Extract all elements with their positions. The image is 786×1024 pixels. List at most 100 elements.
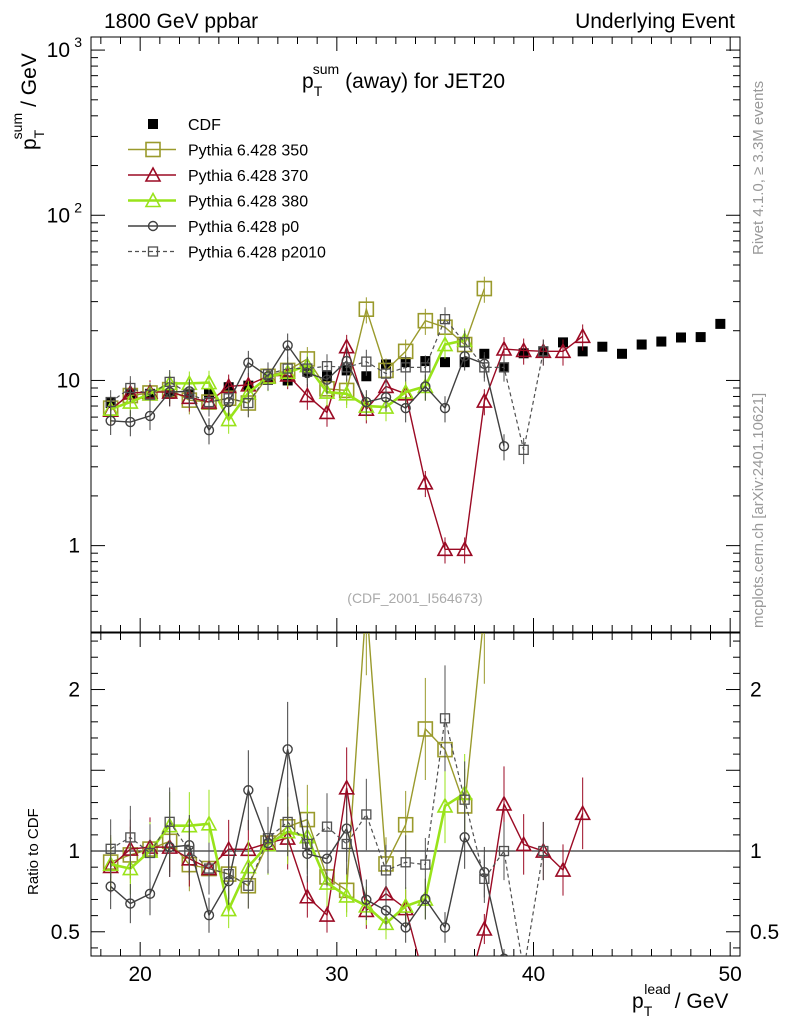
- p380-point: [121, 393, 139, 409]
- p2010-ratio-point: [321, 821, 333, 832]
- p370-ratio-point: [515, 835, 533, 852]
- p2010-point: [459, 337, 470, 348]
- p0-ratio-point: [282, 744, 293, 755]
- ratio-tick-label: 0.5: [51, 921, 80, 944]
- cdf-point: [636, 339, 647, 350]
- p0-point: [282, 340, 293, 351]
- p350-ratio-point: [477, 605, 491, 619]
- p2010-ratio-point: [479, 873, 490, 885]
- p370-ratio-point: [495, 795, 513, 811]
- p2010-ratio-point: [223, 868, 234, 880]
- xlabel-main: p: [632, 990, 644, 1013]
- p2010-point: [223, 393, 234, 404]
- p2010-point: [361, 356, 372, 367]
- p2010-ratio-point: [282, 816, 293, 828]
- p370-ratio-point: [458, 994, 472, 1007]
- p2010-point: [302, 363, 313, 374]
- p2010-ratio-point: [341, 838, 352, 850]
- p370-point: [298, 386, 316, 403]
- p2010-point: [538, 346, 549, 357]
- p370-point: [475, 392, 493, 408]
- p2010-point: [479, 362, 490, 373]
- p2010-point: [164, 376, 175, 388]
- legend-marker-p370: [144, 166, 162, 182]
- p2010-ratio-point: [262, 833, 274, 844]
- p370-point: [456, 540, 474, 557]
- p2010-ratio-point: [400, 857, 411, 868]
- header-right: Underlying Event: [575, 10, 735, 33]
- cdf-point: [656, 336, 667, 347]
- legend-label-p380: Pythia 6.428 380: [188, 194, 308, 211]
- p0-point: [420, 381, 431, 392]
- x-tick-label: 30: [325, 963, 348, 986]
- p380-ratio-point: [121, 859, 139, 876]
- p380-ratio-point: [338, 887, 356, 903]
- ratio-tick-label: 1: [68, 840, 80, 863]
- p0-ratio-point: [400, 922, 411, 933]
- legend-marker-p350: [145, 141, 161, 158]
- p2010-point: [518, 444, 529, 456]
- cdf-point: [440, 357, 450, 368]
- ratio-plot-marks: [102, 605, 592, 1007]
- p350-point: [417, 312, 434, 329]
- p2010-ratio-point: [361, 809, 372, 820]
- p0-ratio-point: [380, 905, 392, 916]
- p370-ratio-point: [475, 920, 493, 936]
- p380-point: [338, 385, 356, 401]
- p0-ratio-point: [439, 922, 451, 933]
- title-sub: T: [314, 83, 323, 99]
- cdf-point: [361, 371, 372, 382]
- legend-label-cdf: CDF: [188, 117, 221, 134]
- x-tick-label: 20: [128, 963, 151, 986]
- p2010-ratio-point: [302, 838, 313, 850]
- ratio-tick-label: 2: [750, 679, 762, 702]
- p2010-point: [203, 396, 215, 408]
- p2010-ratio-point: [538, 845, 549, 857]
- title-main: p: [302, 70, 314, 93]
- y-tick-exponent: 3: [74, 34, 82, 50]
- y-tick-label: 10: [47, 204, 70, 227]
- ylabel-main: p: [18, 138, 41, 150]
- p2010-ratio-point: [203, 863, 215, 874]
- p0-point: [243, 357, 254, 368]
- ratio-y-axis-label: Ratio to CDF: [25, 808, 42, 895]
- p0-point: [498, 440, 510, 452]
- p0-ratio-point: [420, 893, 431, 905]
- p380-ratio-point: [318, 874, 336, 890]
- p350-point: [476, 280, 493, 297]
- x-tick-label: 40: [522, 963, 545, 986]
- p380-point: [318, 383, 336, 399]
- p350-point: [358, 301, 375, 317]
- y-tick-label: 10: [57, 369, 80, 392]
- p2010-point: [184, 388, 195, 399]
- p380-point: [220, 410, 238, 427]
- legend-marker-p2010: [147, 246, 159, 257]
- p2010-point: [420, 362, 431, 373]
- p2010-ratio-point: [459, 794, 470, 805]
- p2010-ratio-point: [184, 845, 195, 857]
- p0-ratio-point: [144, 888, 156, 900]
- y-tick-label: 1: [68, 535, 80, 558]
- p380-point: [200, 373, 218, 390]
- p2010-ratio-point: [164, 816, 175, 827]
- x-axis-label: pTlead / GeV: [632, 981, 728, 1019]
- p380-ratio-point: [377, 914, 395, 931]
- p370-point: [416, 474, 434, 490]
- p370-ratio-point: [438, 994, 452, 1007]
- title-sup: sum: [313, 61, 339, 77]
- p0-ratio-point: [243, 785, 254, 796]
- legend-label-p370: Pythia 6.428 370: [188, 168, 308, 185]
- p0-ratio-point: [125, 898, 136, 909]
- p2010-point: [439, 314, 451, 325]
- p370-point: [515, 341, 533, 358]
- p0-point: [125, 416, 136, 428]
- p350-ratio-point: [397, 816, 414, 833]
- cdf-point: [617, 348, 627, 359]
- ylabel-rest: / GeV: [18, 53, 41, 107]
- legend-label-p350: Pythia 6.428 350: [188, 143, 308, 160]
- header-left: 1800 GeV ppbar: [104, 10, 258, 33]
- p0-point: [203, 424, 215, 436]
- legend-marker-cdf: [148, 119, 158, 129]
